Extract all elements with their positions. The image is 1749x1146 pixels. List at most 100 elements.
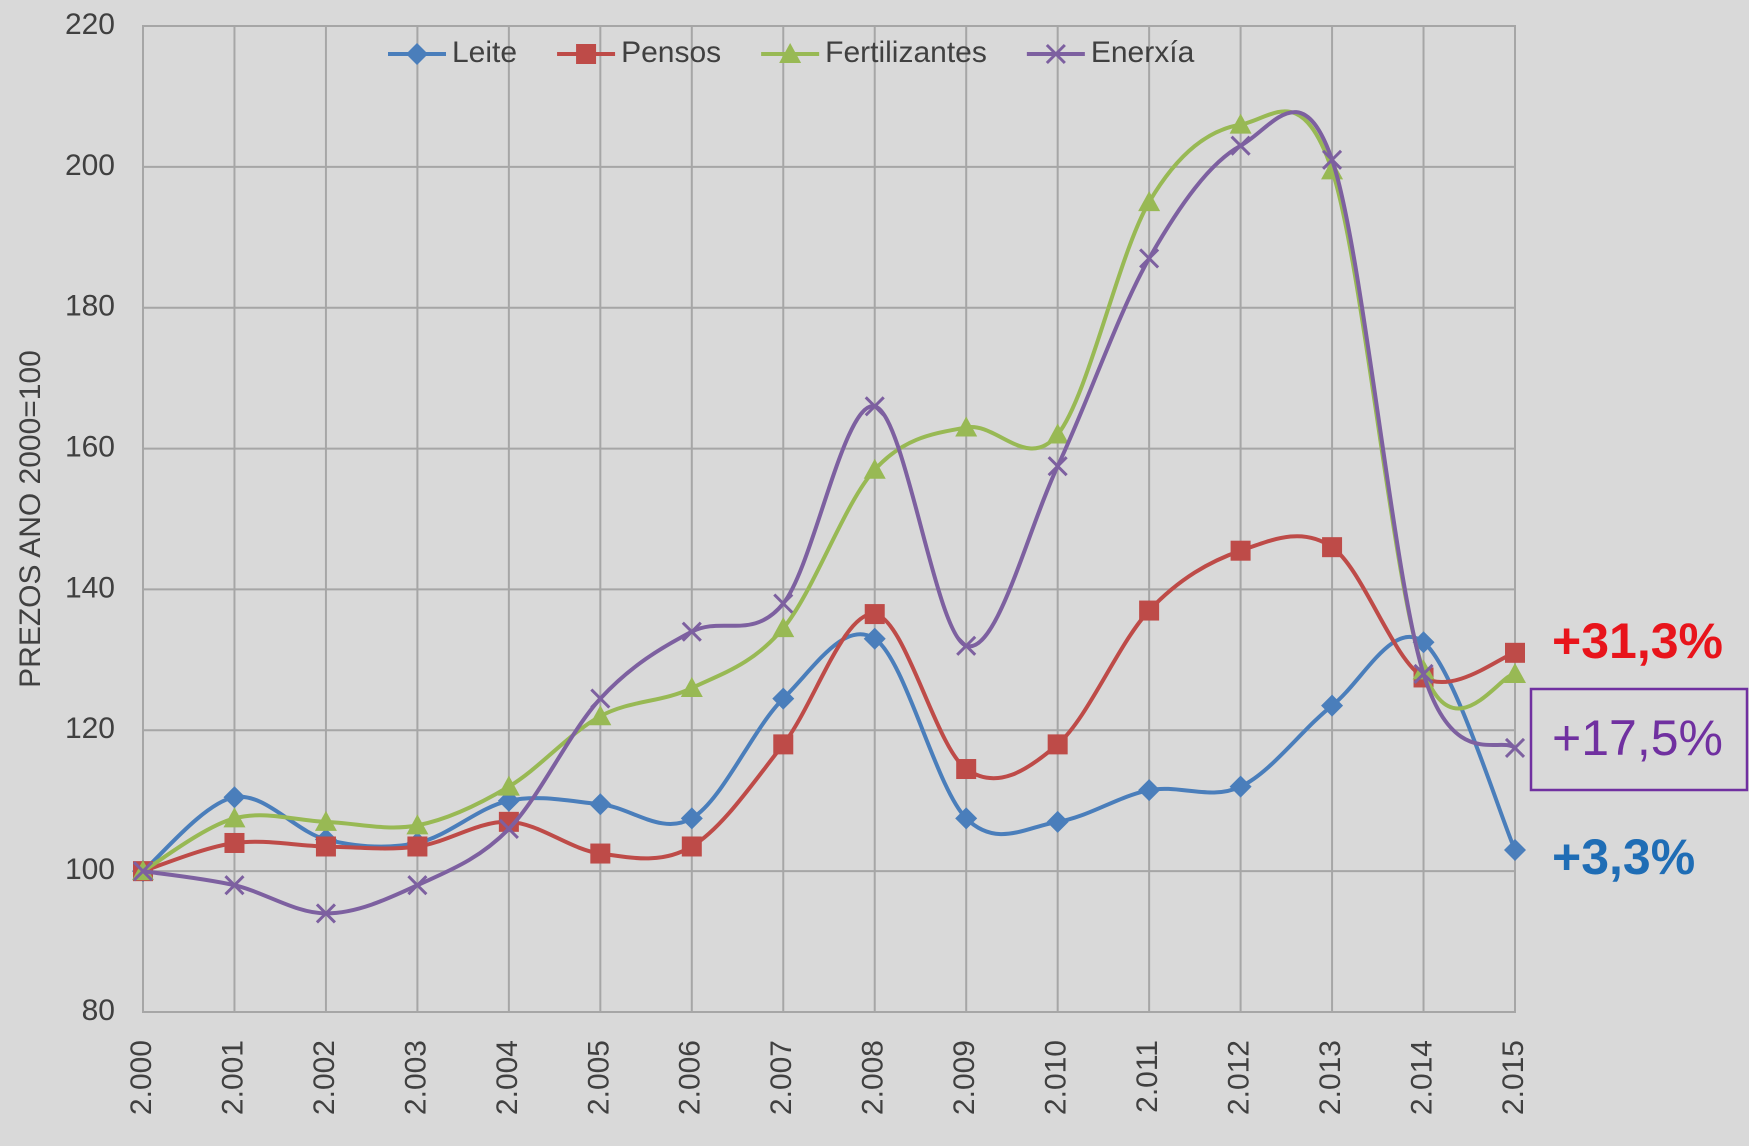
marker (406, 43, 428, 65)
marker (498, 811, 519, 832)
marker (772, 687, 795, 710)
legend-item: Enerxía (1026, 36, 1195, 69)
marker (863, 458, 886, 479)
x-tick-label: 2.013 (1314, 1040, 1347, 1115)
marker (223, 807, 246, 828)
marker (1139, 248, 1160, 269)
marker (773, 734, 794, 755)
annotation-box (1529, 687, 1749, 792)
x-tick-label: 2.008 (857, 1040, 890, 1115)
marker (680, 807, 703, 830)
series (133, 534, 1525, 882)
marker (681, 836, 702, 857)
marker (1229, 775, 1252, 798)
marker (1046, 423, 1069, 444)
marker (955, 416, 978, 437)
marker (1138, 191, 1161, 212)
marker (955, 807, 978, 830)
marker (1504, 737, 1526, 758)
marker (132, 861, 154, 882)
x-tick-label: 2.014 (1405, 1040, 1438, 1115)
marker (772, 617, 795, 638)
marker (1230, 540, 1251, 561)
y-tick-label: 160 (65, 430, 115, 463)
marker (589, 793, 612, 816)
marker (576, 44, 597, 64)
marker (314, 810, 337, 831)
marker (1046, 810, 1069, 833)
marker (315, 836, 336, 857)
marker (223, 786, 246, 809)
annotation: +3,3% (1552, 829, 1695, 885)
x-tick-label: 2.003 (399, 1040, 432, 1115)
legend-item: Fertilizantes (761, 36, 987, 69)
x-tick-label: 2.001 (216, 1040, 249, 1115)
marker (1047, 734, 1068, 755)
marker (956, 759, 977, 780)
marker (1505, 642, 1525, 663)
y-tick-label: 180 (65, 290, 115, 323)
legend-item: Pensos (557, 36, 721, 69)
marker (1322, 149, 1343, 170)
y-tick-label: 220 (65, 8, 115, 41)
marker (1139, 600, 1160, 621)
marker (1504, 662, 1526, 683)
marker (1138, 779, 1161, 802)
marker (590, 843, 611, 864)
x-tick-label: 2.015 (1497, 1040, 1530, 1115)
marker (1413, 663, 1434, 685)
series (132, 109, 1526, 881)
x-tick-label: 2.009 (948, 1040, 981, 1115)
marker (498, 818, 519, 839)
marker (773, 593, 794, 614)
x-tick-label: 2.002 (308, 1040, 341, 1115)
marker (224, 832, 245, 853)
annotation: +31,3% (1552, 613, 1723, 669)
annotation: +17,5% (1552, 710, 1723, 766)
plot-frame (142, 25, 1516, 1013)
y-tick-label: 120 (65, 712, 115, 745)
marker (1504, 839, 1526, 862)
marker (1322, 537, 1343, 558)
line (142, 110, 1517, 916)
x-tick-label: 2.012 (1223, 1040, 1256, 1115)
x-tick-label: 2.011 (1131, 1040, 1164, 1113)
marker (407, 836, 428, 857)
marker (956, 635, 977, 656)
marker (315, 903, 336, 924)
x-tick-label: 2.007 (765, 1040, 798, 1115)
marker (590, 688, 611, 709)
x-tick-label: 2.006 (674, 1040, 707, 1115)
legend-label: Enerxía (1091, 36, 1195, 69)
x-tick-label: 2.010 (1040, 1040, 1073, 1115)
marker (1230, 135, 1251, 156)
marker (680, 677, 703, 698)
marker (681, 621, 702, 642)
y-tick-label: 200 (65, 149, 115, 182)
marker (779, 43, 802, 63)
y-tick-label: 80 (82, 994, 115, 1027)
legend-label: Leite (452, 36, 517, 69)
x-tick-label: 2.004 (491, 1040, 524, 1115)
marker (1229, 113, 1252, 134)
x-tick-label: 2.000 (125, 1040, 158, 1115)
marker (589, 705, 612, 726)
marker (864, 604, 885, 625)
marker (1045, 43, 1066, 65)
y-axis-label: PREZOS ANO 2000=100 (14, 350, 47, 688)
marker (406, 814, 429, 835)
marker (224, 875, 245, 896)
marker (864, 396, 885, 417)
marker (407, 875, 428, 896)
marker (863, 627, 886, 650)
legend-label: Fertilizantes (825, 36, 987, 69)
y-tick-label: 100 (65, 853, 115, 886)
marker (1321, 694, 1344, 717)
x-tick-label: 2.005 (582, 1040, 615, 1115)
legend-item: Leite (388, 36, 517, 69)
marker (1047, 456, 1068, 477)
legend-label: Pensos (621, 36, 721, 69)
series (132, 110, 1526, 924)
marker (497, 775, 520, 796)
